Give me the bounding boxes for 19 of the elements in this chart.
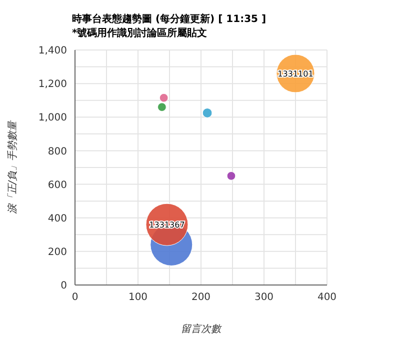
chart-subtitle: *號碼用作識別討論區所屬貼文 <box>72 27 208 41</box>
y-tick-label: 200 <box>48 246 67 258</box>
x-tick-label: 0 <box>72 292 78 304</box>
x-tick-label: 200 <box>191 292 211 304</box>
y-axis-title: 淚「正/負」手勢數量 <box>6 120 19 214</box>
y-tick-label: 0 <box>60 280 67 292</box>
annotation: 1331101 <box>278 70 314 78</box>
x-tick-label: 400 <box>317 292 337 304</box>
annotation: 1331367 <box>149 220 185 230</box>
x-tick-label: 100 <box>128 292 148 304</box>
x-tick-label: 300 <box>254 292 274 304</box>
y-tick-label: 1,400 <box>38 46 67 57</box>
y-tick-label: 1,000 <box>38 112 67 124</box>
chart-title: 時事台表態趨勢圖 (每分鐘更新) [ 11:35 ] <box>72 13 266 27</box>
y-tick-label: 400 <box>48 213 67 224</box>
y-tick-label: 800 <box>48 146 67 158</box>
y-tick-label: 1,200 <box>38 79 67 90</box>
x-axis-title: 留言次數 <box>181 323 222 335</box>
y-tick-label: 600 <box>48 180 67 191</box>
